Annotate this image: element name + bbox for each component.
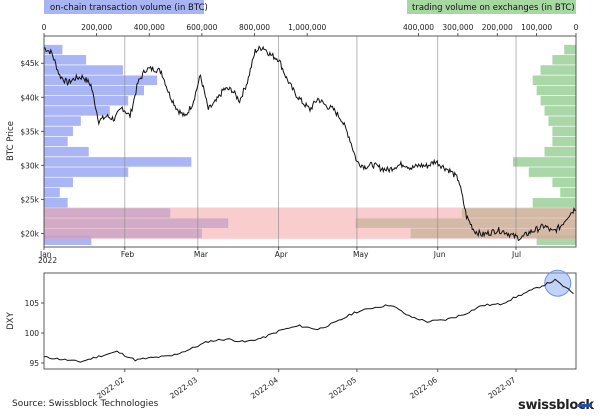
brand-logo-mark	[578, 404, 592, 407]
exchange-volume-bar	[548, 116, 576, 126]
price-y-tick-label: $30k	[20, 161, 39, 170]
onchain-volume-bar	[44, 116, 81, 126]
onchain-axis-tick-label: 0	[42, 23, 47, 32]
onchain-volume-bar	[44, 65, 123, 75]
exchange-volume-bar	[528, 167, 576, 177]
dxy-y-axis-label: DXY	[6, 311, 16, 329]
exchange-axis-tick-label: 300,000	[442, 23, 473, 32]
dxy-x-tick-label: 2022-06	[408, 375, 439, 400]
exchange-volume-bar	[532, 75, 576, 86]
exchange-axis-tick-label: 200,000	[482, 23, 513, 32]
onchain-volume-bar	[44, 85, 144, 96]
exchange-volume-bar	[536, 85, 576, 96]
onchain-axis-tick-label: 400,000	[134, 23, 165, 32]
price-y-axis: $20k $25k $30k $35k $40k $45k	[20, 59, 44, 238]
price-y-tick-label: $20k	[20, 229, 39, 238]
exchange-axis-tick-label: 100,000	[521, 23, 552, 32]
onchain-volume-bar	[44, 157, 192, 167]
month-tick-label: Feb	[121, 250, 135, 259]
dxy-x-tick-label: 2022-03	[168, 375, 199, 400]
onchain-volume-bar	[44, 167, 129, 177]
exchange-volume-bar	[552, 126, 576, 137]
onchain-volume-bar	[44, 136, 68, 147]
exchange-volume-bar	[540, 65, 576, 75]
dxy-x-tick-label: 2022-05	[327, 375, 358, 400]
dxy-x-tick-label: 2022-07	[486, 375, 517, 400]
onchain-volume-bar	[44, 177, 73, 188]
exchange-volume-bar	[513, 157, 576, 167]
exchange-legend-title: trading volume on exchanges (in BTC)	[412, 3, 575, 13]
source-note: Source: Swissblock Technologies	[12, 399, 159, 409]
dxy-y-tick-label: 95	[29, 359, 39, 368]
brand-logo: swissblock	[518, 398, 594, 413]
month-tick-label: Jan	[39, 250, 52, 259]
exchange-volume-bar	[560, 187, 576, 198]
exchange-volume-bar	[540, 95, 576, 106]
onchain-volume-bar	[44, 95, 129, 106]
price-y-tick-label: $45k	[20, 59, 39, 68]
exchange-axis-tick-label: 0	[574, 23, 579, 32]
onchain-volume-bar	[44, 55, 87, 65]
month-tick-label: Mar	[194, 250, 209, 259]
onchain-volume-bar	[44, 235, 92, 245]
exchange-top-axis: 400,000 300,000 200,000 100,000 0	[403, 23, 579, 36]
dxy-x-tick-label: 2022-04	[249, 375, 280, 400]
price-y-tick-label: $40k	[20, 93, 39, 102]
dxy-line	[43, 278, 574, 363]
month-tick-label: Jul	[511, 250, 521, 259]
exchange-axis-tick-label: 400,000	[403, 23, 434, 32]
month-tick-label: May	[353, 250, 369, 259]
onchain-volume-bar	[44, 197, 68, 208]
onchain-top-axis: 0 200,000 400,000 600,000 800,000 1,000,000	[42, 23, 326, 36]
dxy-plot-area	[43, 272, 577, 370]
onchain-volume-bar	[44, 126, 73, 137]
btc-price-line	[43, 45, 577, 242]
onchain-volume-bar	[44, 146, 89, 157]
exchange-volume-bar	[536, 235, 576, 245]
month-gridlines	[124, 36, 517, 247]
month-tick-label: Apr	[275, 250, 289, 259]
onchain-volume-bar	[44, 75, 158, 86]
month-x-axis: Jan Feb Mar Apr May Jun Jul	[39, 247, 521, 259]
support-zone-band	[44, 207, 576, 239]
exchange-volume-bar	[552, 55, 576, 65]
onchain-volume-bar	[44, 187, 60, 198]
price-axis-sublabel: 2022	[38, 256, 57, 265]
dxy-y-tick-label: 105	[25, 299, 40, 308]
exchange-volume-bar	[532, 197, 576, 208]
dxy-y-axis: 95 100 105	[25, 299, 44, 368]
price-y-axis-label: BTC Price	[6, 121, 16, 161]
dxy-peak-highlight	[544, 269, 572, 297]
exchange-legend-box	[407, 0, 576, 14]
onchain-axis-tick-label: 200,000	[81, 23, 112, 32]
onchain-legend-box	[44, 0, 204, 14]
price-y-tick-label: $35k	[20, 127, 39, 136]
price-y-tick-label: $25k	[20, 195, 39, 204]
exchange-volume-bar	[552, 177, 576, 188]
onchain-axis-tick-label: 1,000,000	[288, 23, 326, 32]
dxy-y-tick-label: 100	[25, 329, 40, 338]
exchange-volume-bar	[544, 106, 576, 116]
exchange-volume-bar	[544, 146, 576, 157]
onchain-axis-tick-label: 600,000	[186, 23, 217, 32]
dxy-x-axis: 2022-02 2022-03 2022-04 2022-05 2022-06 2022-…	[95, 369, 517, 401]
price-plot-frame	[43, 35, 577, 248]
exchange-volume-bar	[564, 44, 576, 55]
onchain-axis-tick-label: 800,000	[239, 23, 270, 32]
dxy-x-tick-label: 2022-02	[95, 375, 126, 400]
month-tick-label: Jun	[433, 250, 446, 259]
onchain-volume-bar	[44, 106, 110, 116]
onchain-volume-bar	[44, 44, 63, 55]
exchange-volume-bar	[552, 136, 576, 147]
onchain-legend-title: on-chain transaction volume (in BTC)	[50, 3, 208, 13]
